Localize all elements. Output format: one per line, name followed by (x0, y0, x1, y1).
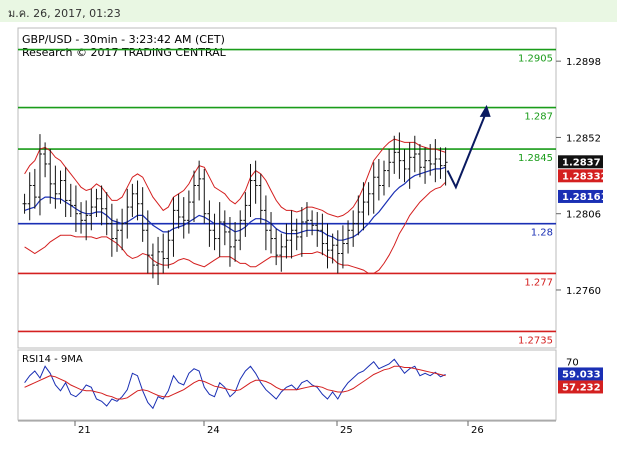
upper-bollinger-band (24, 138, 446, 218)
chart-title: GBP/USD - 30min - 3:23:42 AM (CET) (22, 33, 225, 46)
rsi-marker-label-0: 59.033 (562, 369, 601, 380)
rsi-title: RSI14 - 9MA (22, 354, 83, 365)
header-bar: ม.ค. 26, 2017, 01:23 (0, 0, 617, 22)
y-tick-label-0: 1.2898 (566, 57, 601, 68)
price-marker-0 (558, 155, 603, 169)
projection-arrow-line (446, 110, 488, 190)
chart-subtitle: Research © 2017 TRADING CENTRAL (22, 46, 227, 59)
rsi-marker-label-1: 57.232 (562, 382, 601, 393)
rsi-line (24, 358, 446, 410)
rsi-tick-label-0: 70 (566, 358, 579, 369)
rsi-ma-line (24, 365, 446, 400)
y-tick-label-3: 1.2760 (566, 286, 601, 297)
projection-arrow-head (479, 104, 491, 117)
x-tick-label-3: 26 (471, 425, 484, 436)
level-label-2: 1.2845 (518, 153, 553, 164)
main-panel-frame (17, 27, 557, 349)
rsi-marker-0 (558, 367, 603, 381)
chart-date: ม.ค. 26, 2017, 01:23 (8, 7, 121, 20)
rsi-marker-1 (558, 380, 603, 394)
level-label-0: 1.2905 (518, 54, 553, 65)
level-label-3: 1.28 (531, 228, 553, 239)
y-tick-label-2: 1.2806 (566, 210, 601, 221)
level-label-4: 1.277 (524, 277, 553, 288)
level-label-5: 1.2735 (518, 335, 553, 346)
rsi-panel-frame (17, 349, 557, 421)
price-marker-2 (558, 189, 603, 203)
price-marker-1 (558, 169, 603, 183)
price-marker-label-1: 1.28332 (562, 171, 608, 182)
x-tick-label-2: 25 (340, 425, 353, 436)
level-label-1: 1.287 (524, 112, 553, 123)
x-tick-label-1: 24 (207, 425, 220, 436)
x-tick-label-0: 21 (78, 425, 91, 436)
y-tick-label-1: 1.2852 (566, 133, 601, 144)
price-marker-label-0: 1.2837 (562, 157, 601, 168)
price-marker-label-2: 1.28161 (562, 192, 608, 203)
